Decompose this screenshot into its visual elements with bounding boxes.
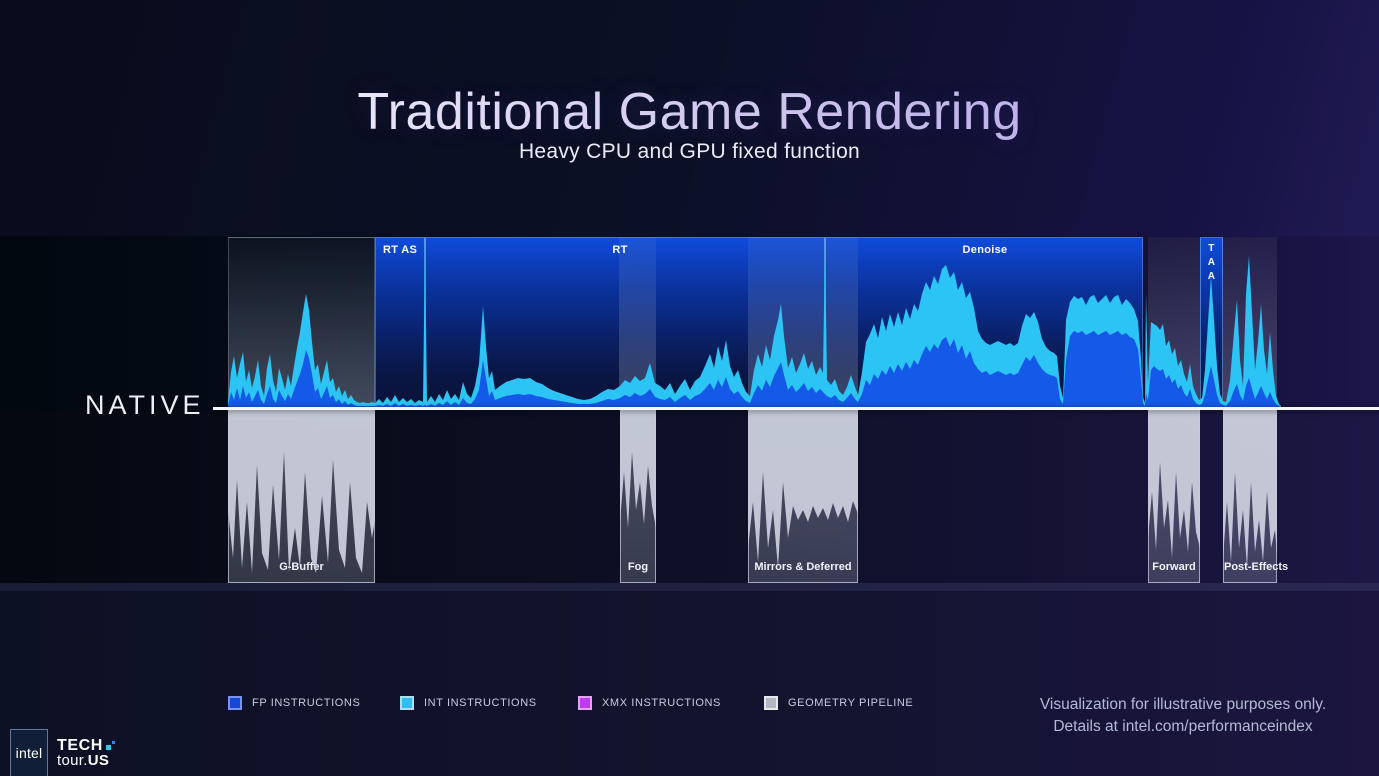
intel-logo: intel xyxy=(10,729,48,776)
page-subtitle: Heavy CPU and GPU fixed function xyxy=(518,140,861,163)
tech-tour-us-logo: TECH tour.US xyxy=(57,738,115,769)
disclaimer-line-2: Details at intel.com/performanceindex xyxy=(1053,718,1313,735)
legend-item-fp: FP INSTRUCTIONS xyxy=(228,696,360,710)
legend-item-xmx: XMX INSTRUCTIONS xyxy=(578,696,721,710)
region-label-mirrors: Mirrors & Deferred xyxy=(754,561,852,573)
legend-label-xmx: XMX INSTRUCTIONS xyxy=(602,697,721,709)
legend-label-fp: FP INSTRUCTIONS xyxy=(252,697,361,709)
page-title: Traditional Game Rendering xyxy=(0,82,1379,142)
disclaimer-text: Visualization for illustrative purposes … xyxy=(1015,694,1351,738)
region-label-fog: Fog xyxy=(627,561,649,573)
region-label-forward: Forward xyxy=(1152,561,1196,573)
tech-tour-line2: tour.US xyxy=(57,752,110,769)
disclaimer-line-1: Visualization for illustrative purposes … xyxy=(1039,696,1327,713)
int-swatch-icon xyxy=(400,696,414,710)
chart-band: G-Buffer Fog Mirrors & Deferred Forward … xyxy=(0,236,1379,583)
xmx-swatch-icon xyxy=(578,696,592,710)
footer-background xyxy=(0,583,1379,776)
geometry-swatch-icon xyxy=(764,696,778,710)
legend-label-geometry: GEOMETRY PIPELINE xyxy=(788,697,914,709)
region-label-rt: RT xyxy=(612,244,628,256)
native-baseline-line xyxy=(213,407,1379,410)
region-label-rtas: RT AS xyxy=(383,244,418,256)
region-label-gbuffer: G-Buffer xyxy=(279,561,324,573)
waveform-svg xyxy=(228,240,1281,573)
native-baseline-label: NATIVE xyxy=(85,390,205,420)
fp-swatch-icon xyxy=(228,696,242,710)
region-label-denoise: Denoise xyxy=(962,244,1008,256)
region-label-taa: T A A xyxy=(1207,243,1216,282)
legend-item-geometry: GEOMETRY PIPELINE xyxy=(764,696,913,710)
tech-tour-dot-icon xyxy=(105,741,115,750)
legend-label-int: INT INSTRUCTIONS xyxy=(424,697,537,709)
region-label-posteffects: Post-Effects xyxy=(1224,561,1289,573)
legend-item-int: INT INSTRUCTIONS xyxy=(400,696,537,710)
tech-tour-line1: TECH xyxy=(57,738,115,754)
band-seam xyxy=(0,583,1379,591)
